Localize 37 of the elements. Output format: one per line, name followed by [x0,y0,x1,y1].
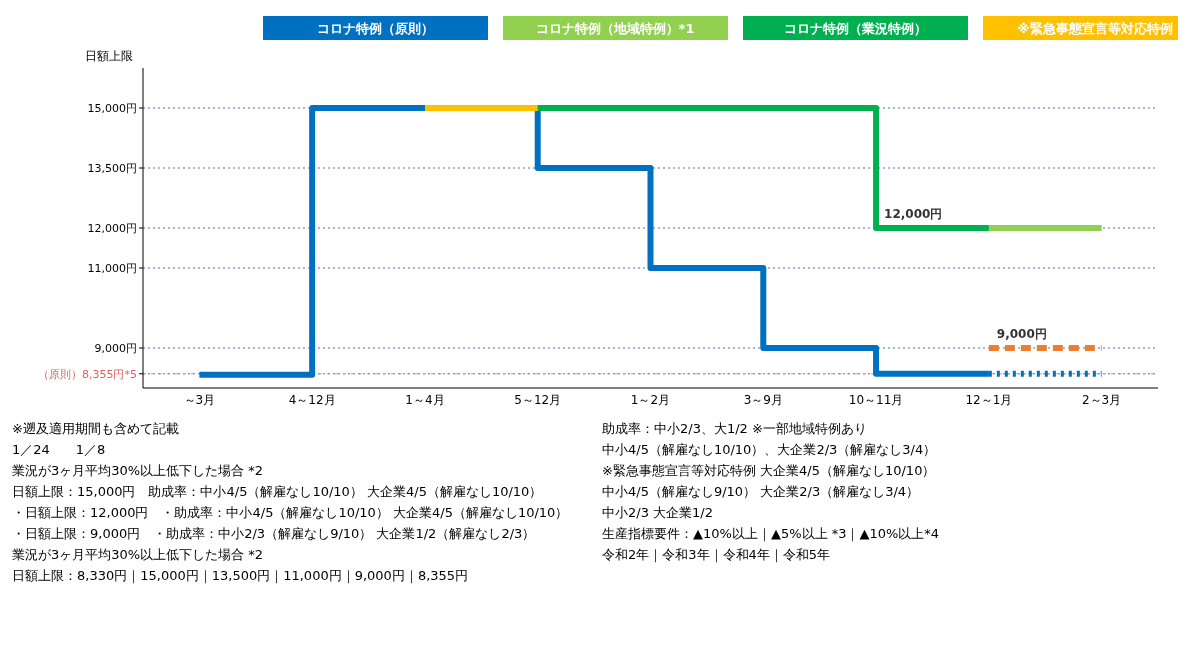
text: 日額上限：15,000円 助成率：中小4/5（解雇なし10/10） 大企業4/5（解雇なし10/10） [12,484,543,499]
y-tick-label: 11,000円 [87,262,137,275]
text: ・日額上限：12,000円 ・助成率：中小4/5（解雇なし10/10） 大企業4/5（解雇なし10/10） [12,505,569,520]
text: 業況が3ヶ月平均30%以上低下した場合 *2 [12,463,264,478]
text: 1／24 1／8 [12,442,106,457]
x-tick-label: 5～12月 [514,393,562,407]
x-tick-label: 4～12月 [288,393,336,407]
text: コロナ特例（地域特例）*1 [535,21,695,36]
x-tick-label: 3～9月 [743,393,783,407]
annotation: 12,000円 [884,207,943,221]
x-tick-label: 1～2月 [630,393,671,407]
x-tick-label: 12～1月 [965,393,1013,407]
text: ※遡及適用期間も含めて記載 [12,421,179,436]
x-tick-label: 1～4月 [405,393,445,407]
y-tick-label: 13,500円 [87,162,137,175]
annotation: 9,000円 [996,327,1047,341]
text: 中小4/5（解雇なし9/10） 大企業2/3（解雇なし3/4） [602,484,920,499]
x-tick-label: ～3月 [183,393,216,407]
text: 業況が3ヶ月平均30%以上低下した場合 *2 [12,547,264,562]
text: 中小2/3 大企業1/2 [602,505,713,520]
text: 生産指標要件：▲10%以上｜▲5%以上 *3｜▲10%以上*4 [602,526,940,542]
text: コロナ特例（業況特例） [783,21,927,36]
text: コロナ特例（原則） [316,21,434,36]
y-tick-label: 15,000円 [87,102,137,115]
text: ※緊急事態宣言等対応特例 大企業4/5（解雇なし10/10） [602,463,936,478]
text: ※緊急事態宣言等対応特例 [1017,21,1173,36]
x-tick-label: 2～3月 [1081,393,1122,407]
text: ・日額上限：9,000円 ・助成率：中小2/3（解雇なし9/10） 大企業1/2（解雇なし2/3） [12,526,536,541]
x-tick-label: 10～11月 [848,393,904,407]
text: 令和2年｜令和3年｜令和4年｜令和5年 [602,547,831,563]
text: 助成率：中小2/3、大1/2 ※一部地域特例あり [602,421,867,436]
text: 中小4/5（解雇なし10/10）、大企業2/3（解雇なし3/4） [602,442,937,457]
y-tick-label: 9,000円 [94,342,137,355]
y-tick-label: （原則）8,355円*5 [38,367,137,381]
text: 日額上限：8,330円｜15,000円｜13,500円｜11,000円｜9,000円｜8,355円 [12,568,469,584]
y-tick-label: 12,000円 [87,222,137,235]
y-axis-title: 日額上限 [85,49,133,63]
